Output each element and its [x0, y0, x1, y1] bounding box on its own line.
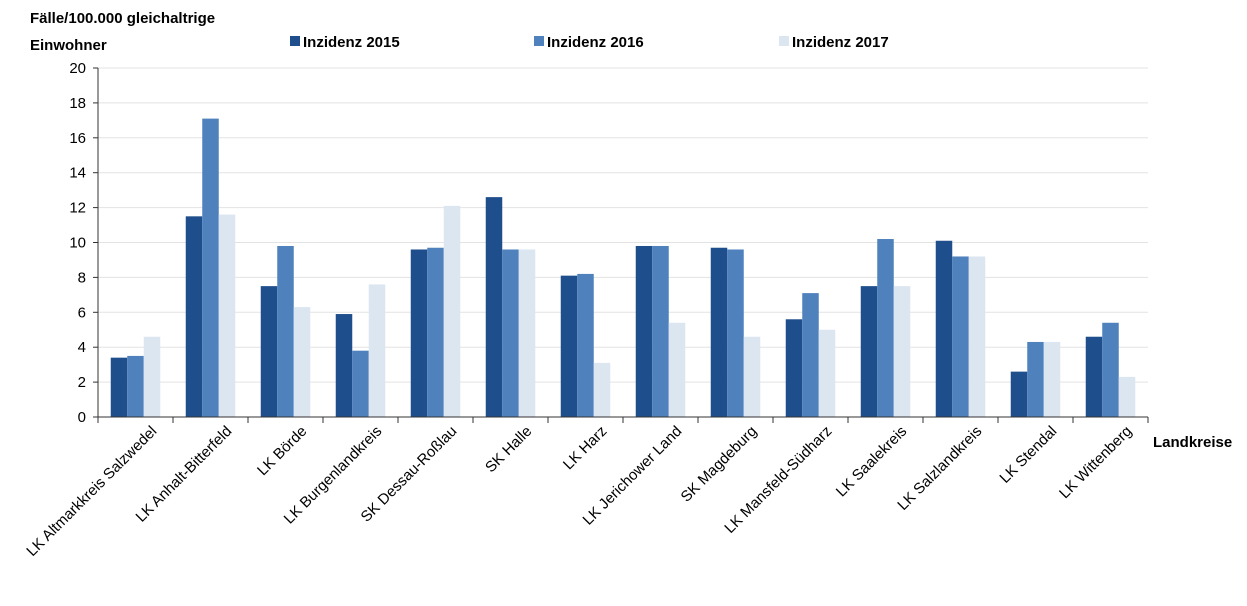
bar — [893, 286, 911, 417]
bar — [410, 249, 428, 417]
bar — [1085, 336, 1103, 417]
bar — [335, 314, 353, 417]
y-tick-label: 16 — [69, 130, 86, 147]
y-axis-label-line2: Einwohner — [30, 37, 107, 54]
bar — [577, 273, 594, 417]
bar — [368, 284, 386, 417]
bar — [860, 286, 878, 417]
y-axis-label-line1: Fälle/100.000 gleichaltrige — [30, 10, 215, 27]
y-tick-label: 8 — [78, 269, 86, 286]
x-tick-label: LK Stendal — [996, 423, 1060, 487]
x-tick-label: LK Altmarkkreis Salzwedel — [23, 423, 160, 560]
x-tick-label: SK Magdeburg — [678, 423, 761, 506]
bar — [143, 336, 161, 417]
bar — [218, 214, 236, 417]
y-tick-label: 18 — [69, 95, 86, 112]
bar — [877, 239, 894, 417]
y-tick-label: 20 — [69, 60, 86, 77]
legend-label: Inzidenz 2015 — [303, 34, 400, 51]
bar — [185, 216, 203, 417]
bar — [502, 249, 519, 417]
grid-lines — [98, 67, 1148, 383]
bar — [668, 322, 686, 417]
bar — [818, 329, 836, 417]
bar — [293, 307, 311, 417]
bar — [202, 118, 219, 417]
bar — [1027, 341, 1044, 417]
x-tick-label: LK Wittenberg — [1056, 423, 1135, 502]
bar — [127, 355, 144, 417]
bar — [785, 319, 803, 417]
bar — [710, 247, 728, 417]
x-tick-label: LK Harz — [560, 423, 610, 473]
legend-swatch — [290, 36, 300, 46]
bar — [560, 275, 578, 417]
x-tick-label: LK Börde — [254, 423, 310, 479]
bar — [652, 245, 669, 417]
bar — [427, 247, 444, 417]
bar — [1102, 322, 1119, 417]
legend-swatch — [779, 36, 789, 46]
y-tick-label: 14 — [69, 165, 86, 182]
bars — [110, 118, 1136, 417]
bar — [277, 245, 294, 417]
bar — [727, 249, 744, 417]
bar — [802, 293, 819, 417]
bar — [352, 350, 369, 417]
bar — [952, 256, 969, 417]
bar — [518, 249, 536, 417]
y-tick-label: 4 — [78, 339, 86, 356]
y-tick-label: 10 — [69, 235, 86, 252]
bar — [635, 245, 653, 417]
y-tick-labels: 0 2 4 6 8 10 12 14 16 18 20 — [69, 60, 86, 426]
axes — [93, 67, 1149, 423]
x-tick-label: LK Saalekreis — [833, 423, 910, 500]
bar — [1010, 371, 1028, 417]
y-tick-label: 0 — [78, 409, 86, 426]
bar — [935, 240, 953, 417]
legend-label: Inzidenz 2016 — [547, 34, 644, 51]
legend-swatch — [534, 36, 544, 46]
bar — [485, 197, 503, 417]
bar — [1043, 341, 1061, 417]
y-tick-label: 12 — [69, 200, 86, 217]
x-axis-label: Landkreise — [1153, 434, 1232, 451]
bar — [968, 256, 986, 417]
y-tick-label: 2 — [78, 374, 86, 391]
bar — [260, 286, 278, 417]
bar — [110, 357, 128, 417]
y-tick-label: 6 — [78, 304, 86, 321]
x-tick-label: SK Halle — [482, 423, 535, 476]
bar — [443, 205, 461, 417]
legend-label: Inzidenz 2017 — [792, 34, 889, 51]
legend: Inzidenz 2015 Inzidenz 2016 Inzidenz 2017 — [290, 34, 889, 51]
bar — [593, 362, 611, 417]
bar — [1118, 376, 1136, 417]
bar — [743, 336, 761, 417]
